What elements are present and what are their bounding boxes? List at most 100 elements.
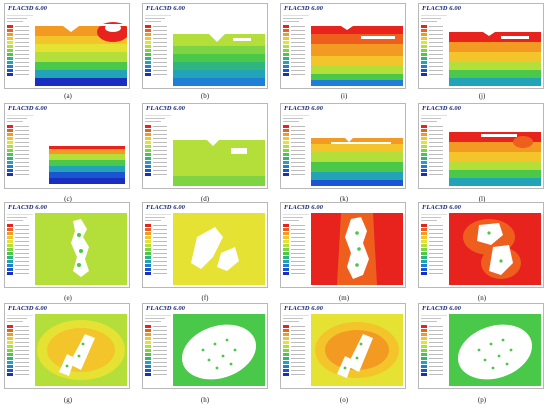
legend-header [145,115,171,123]
legend-value [291,138,305,139]
legend-entry [283,256,309,259]
legend-swatch [145,45,151,48]
legend-entry [283,349,309,352]
legend-entry [145,173,171,176]
legend-value [153,158,167,159]
legend-value [291,257,305,258]
legend-entry [283,129,309,132]
legend-swatch [421,73,427,76]
legend-entry [421,141,447,144]
legend-swatch [421,329,427,332]
legend-swatch [421,33,427,36]
legend-value [429,346,443,347]
legend-entry [421,165,447,168]
legend-value [291,330,305,331]
color-legend [145,15,171,87]
legend-swatch [7,248,13,251]
legend-value [153,62,167,63]
contour-panel-p: FLAC3D 6.00 [418,303,544,389]
legend-value [291,66,305,67]
legend-swatch [7,373,13,376]
legend-value [153,269,167,270]
legend-header [283,214,309,222]
legend-swatch [145,165,151,168]
legend-entry [283,365,309,368]
legend-swatch [7,153,13,156]
panel-title: FLAC3D 6.00 [422,204,462,211]
legend-swatch [421,53,427,56]
legend-entry [421,244,447,247]
legend-entry [283,137,309,140]
contour-plot [311,213,403,285]
legend-value [291,354,305,355]
legend-entry [283,49,309,52]
legend-entry [145,232,171,235]
legend-value [291,233,305,234]
contour-plot [173,14,265,86]
legend-value [15,62,29,63]
legend-entry [145,325,171,328]
legend-entry [421,57,447,60]
legend-entry [145,25,171,28]
legend-entry [421,61,447,64]
panel-caption: (h) [200,396,210,404]
panel-caption: (k) [339,195,349,203]
legend-swatch [145,153,151,156]
legend-swatch [145,125,151,128]
legend-value [429,162,443,163]
panel-title: FLAC3D 6.00 [284,105,324,112]
legend-swatch [145,29,151,32]
legend-value [15,374,29,375]
legend-swatch [7,29,13,32]
legend-swatch [421,49,427,52]
legend-entry [421,236,447,239]
legend-swatch [145,69,151,72]
legend-swatch [7,345,13,348]
legend-header [283,115,309,123]
contour-panel-n: FLAC3D 6.00 [418,202,544,288]
contour-panel-l: FLAC3D 6.00 [418,103,544,189]
legend-value [15,269,29,270]
legend-header [421,15,447,23]
legend-entry [7,33,33,36]
legend-value [429,146,443,147]
legend-value [15,370,29,371]
legend-value [153,146,167,147]
legend-entry [7,37,33,40]
legend-entry [145,29,171,32]
legend-entry [145,129,171,132]
legend-entry [283,153,309,156]
legend-swatch [7,125,13,128]
legend-entry [283,329,309,332]
panel-title: FLAC3D 6.00 [284,5,324,12]
panel-title: FLAC3D 6.00 [8,105,48,112]
legend-value [429,54,443,55]
legend-swatch [145,272,151,275]
legend-swatch [283,325,289,328]
legend-entry [7,169,33,172]
legend-value [15,30,29,31]
legend-entry [7,137,33,140]
legend-value [429,370,443,371]
legend-entry [145,41,171,44]
legend-swatch [283,173,289,176]
legend-entry [421,369,447,372]
legend-value [429,158,443,159]
legend-entry [145,268,171,271]
legend-swatch [421,141,427,144]
legend-swatch [283,169,289,172]
legend-swatch [7,260,13,263]
legend-value [153,225,167,226]
legend-value [153,74,167,75]
legend-swatch [421,37,427,40]
legend-entry [421,268,447,271]
legend-value [15,237,29,238]
legend-value [429,330,443,331]
legend-swatch [145,345,151,348]
legend-swatch [7,69,13,72]
legend-value [291,253,305,254]
legend-entry [421,37,447,40]
legend-value [429,253,443,254]
color-legend [7,15,33,87]
legend-swatch [7,268,13,271]
